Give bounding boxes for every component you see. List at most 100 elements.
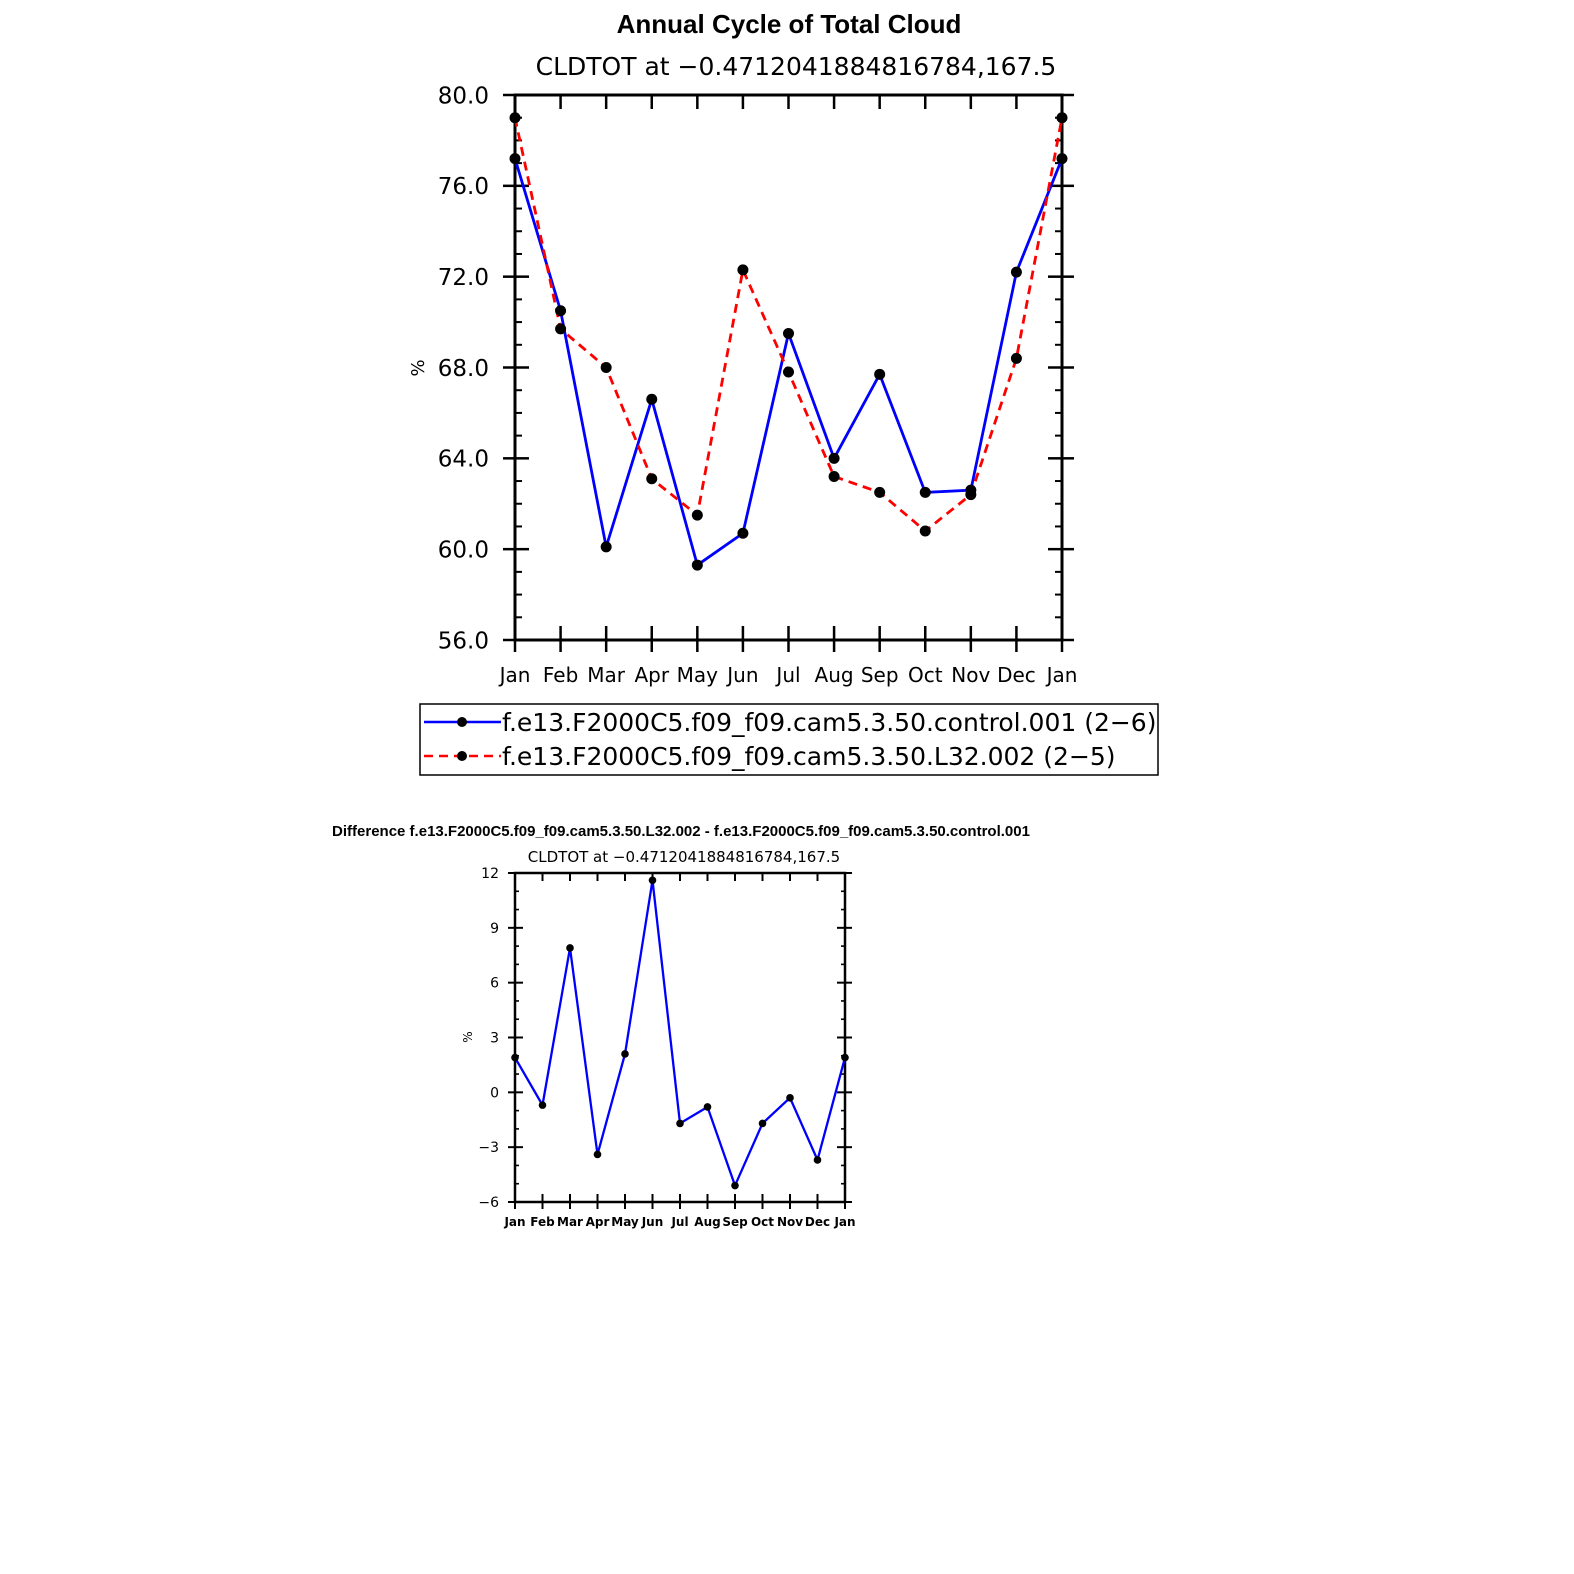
series-0-point (786, 1094, 794, 1102)
series-1-point (965, 489, 977, 501)
x-tick-label: Sep (722, 1215, 748, 1229)
x-tick-label: May (611, 1215, 639, 1229)
x-tick-label: Jan (833, 1215, 855, 1229)
annual-cycle-chart: Annual Cycle of Total Cloud CLDTOT at −0… (408, 9, 1159, 776)
x-tick-label: Nov (777, 1215, 803, 1229)
x-tick-label: Jan (503, 1215, 525, 1229)
legend-label-control: f.e13.F2000C5.f09_f09.cam5.3.50.control.… (502, 708, 1156, 737)
x-tick-label: Feb (530, 1215, 555, 1229)
x-tick-label: Oct (908, 663, 943, 687)
series-0-point (828, 452, 840, 464)
y-tick-label: 0 (490, 1085, 499, 1101)
series-0-point (1010, 266, 1022, 278)
series-0-point (813, 1156, 822, 1164)
y-tick-label: 3 (490, 1031, 499, 1047)
y-tick-label: 76.0 (438, 174, 489, 200)
difference-plot-axes: Jan Feb Mar Apr May Jun Jul Aug Sep Oct Nov Dec Jan−… (478, 866, 855, 1229)
series-line-0 (513, 158, 1064, 568)
y-tick-label: 6 (490, 976, 499, 992)
difference-chart: Difference f.e13.F2000C5.f09_f09.cam5.3.… (332, 823, 1030, 1229)
legend-marker-l32 (457, 751, 467, 761)
x-tick-label: Jun (725, 663, 758, 687)
series-layer (509, 112, 1068, 571)
series-1-point (737, 264, 749, 276)
x-tick-label: Mar (557, 1215, 583, 1229)
series-1-point (600, 362, 612, 373)
x-tick-label: Jan (498, 663, 531, 687)
series-0-point (737, 527, 749, 539)
y-tick-label: −3 (478, 1140, 499, 1156)
x-tick-label: Apr (586, 1215, 610, 1229)
x-tick-label: Jan (1045, 663, 1078, 687)
y-tick-label: 64.0 (438, 447, 489, 473)
series-0-point (691, 559, 703, 571)
series-1-point (919, 525, 931, 537)
x-tick-label: Feb (543, 663, 578, 687)
legend: f.e13.F2000C5.f09_f09.cam5.3.50.control.… (419, 703, 1159, 776)
difference-title: Difference f.e13.F2000C5.f09_f09.cam5.3.… (332, 823, 1030, 840)
series-line-0 (514, 880, 847, 1189)
x-tick-label: Apr (634, 663, 669, 687)
x-tick-label: Aug (815, 663, 854, 687)
y-tick-label: 12 (481, 866, 499, 882)
y-tick-label: 72.0 (438, 265, 489, 291)
series-0-point (676, 1119, 684, 1128)
series-0-point (731, 1181, 739, 1190)
y-tick-label: 56.0 (438, 628, 489, 654)
series-0-point (566, 944, 574, 952)
difference-y-axis-label: % (461, 1031, 475, 1042)
series-0-point (1056, 153, 1068, 165)
series-1-point (783, 366, 794, 378)
y-tick-label: 80.0 (438, 83, 489, 109)
series-1-point (1056, 112, 1068, 124)
x-tick-label: Oct (751, 1215, 774, 1229)
difference-subtitle: CLDTOT at −0.4712041884816784,167.5 (528, 848, 840, 866)
legend-box (419, 703, 1159, 776)
series-0-point (841, 1053, 849, 1062)
series-1-point (691, 509, 703, 521)
series-0-point (509, 153, 521, 165)
x-tick-label: Jul (670, 1215, 688, 1229)
x-tick-label: May (677, 663, 719, 687)
y-tick-label: 68.0 (438, 356, 489, 382)
series-0-point (621, 1050, 629, 1058)
series-0-point (593, 1150, 602, 1159)
series-0-point (600, 541, 612, 553)
series-0-point (703, 1103, 712, 1111)
y-tick-label: −6 (478, 1195, 499, 1211)
series-1-point (555, 323, 567, 335)
y-axis-label: % (408, 359, 429, 376)
legend-label-l32: f.e13.F2000C5.f09_f09.cam5.3.50.L32.002 … (502, 742, 1116, 771)
x-tick-label: Dec (997, 663, 1036, 687)
y-tick-label: 60.0 (438, 537, 489, 563)
series-0-point (646, 393, 658, 405)
series-0-point (758, 1119, 767, 1128)
series-0-point (511, 1053, 519, 1062)
series-0-point (555, 305, 567, 317)
plot-frame (513, 871, 847, 1204)
chart-subtitle: CLDTOT at −0.4712041884816784,167.5 (536, 52, 1057, 81)
x-tick-label: Jul (774, 663, 800, 687)
x-tick-label: Nov (951, 663, 990, 687)
series-line-1 (513, 117, 1064, 533)
series-1-point (874, 486, 886, 498)
series-0-point (648, 876, 657, 885)
difference-series-layer (511, 876, 849, 1190)
series-1-point (1010, 352, 1022, 364)
plot-axes: Jan Feb Mar Apr May Jun Jul Aug Sep Oct Nov Dec Jan 5… (438, 83, 1078, 687)
x-tick-label: Mar (587, 663, 626, 687)
series-1-point (646, 473, 658, 485)
series-1-point (828, 471, 840, 482)
x-tick-label: Aug (694, 1215, 720, 1229)
series-0-point (919, 486, 931, 498)
legend-marker-control (457, 717, 467, 727)
x-tick-label: Sep (861, 663, 899, 687)
series-0-point (874, 368, 886, 380)
series-0-point (783, 327, 794, 339)
series-0-point (538, 1101, 547, 1109)
series-1-point (509, 112, 521, 124)
y-tick-label: 9 (490, 921, 499, 937)
x-tick-label: Dec (805, 1215, 830, 1229)
x-tick-label: Jun (641, 1215, 664, 1229)
